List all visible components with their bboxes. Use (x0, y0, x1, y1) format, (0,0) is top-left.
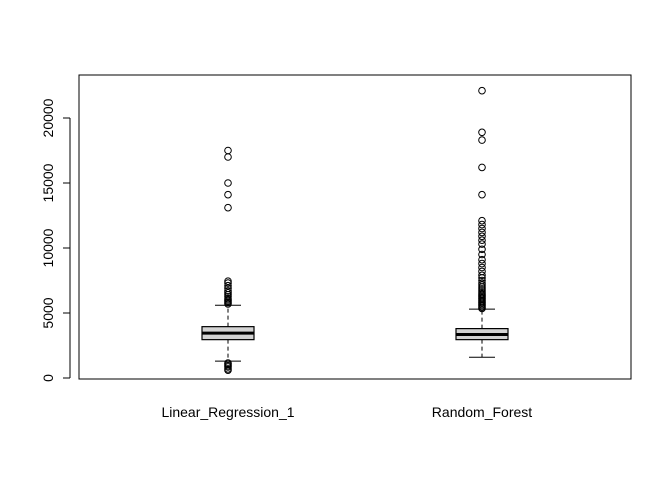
outlier-point (478, 259, 486, 268)
outlier-point (224, 366, 232, 375)
outlier-point (224, 289, 232, 297)
outlier-point (224, 287, 232, 295)
x-tick-label: Linear_Regression_1 (161, 404, 294, 420)
outlier-point (478, 240, 486, 248)
outlier-point (478, 281, 486, 289)
box-linear-regression-1 (201, 146, 255, 375)
y-tick-label: 0 (40, 374, 56, 382)
y-tick-label: 5000 (40, 297, 56, 328)
outlier-point (478, 190, 486, 199)
outlier-point (478, 86, 486, 95)
outlier-point (224, 179, 232, 187)
outlier-point (224, 294, 232, 303)
y-tick-label: 20000 (40, 98, 56, 137)
outlier-point (478, 232, 486, 241)
outlier-point (224, 146, 232, 155)
outlier-point (478, 216, 486, 225)
outlier-point (224, 279, 232, 287)
outlier-point (478, 267, 486, 276)
outlier-point (478, 250, 486, 259)
outlier-point (478, 263, 486, 272)
outlier-point (478, 289, 486, 297)
outlier-point (224, 284, 232, 293)
boxes-group (201, 86, 509, 375)
outlier-point (224, 363, 232, 371)
plot-frame (78, 74, 632, 380)
outlier-point (224, 153, 232, 161)
outlier-point (478, 287, 486, 295)
outlier-point (224, 292, 232, 301)
outlier-point (478, 245, 486, 254)
outlier-point (478, 285, 486, 293)
outlier-point (478, 224, 486, 233)
y-axis: 0 5000 10000 15000 20000 (40, 98, 71, 382)
outlier-point (224, 281, 232, 290)
x-tick-label: Random_Forest (432, 404, 532, 420)
outlier-point (478, 236, 486, 244)
y-tick-label: 15000 (40, 163, 56, 202)
outlier-point (478, 279, 486, 287)
outlier-point (478, 220, 486, 229)
outlier-point (478, 163, 486, 172)
box-random-forest (455, 86, 509, 358)
y-tick-label: 10000 (40, 228, 56, 267)
outlier-point (478, 271, 486, 280)
outlier-point (478, 136, 486, 144)
outlier-point (224, 190, 232, 199)
outlier-point (478, 276, 486, 285)
outlier-point (478, 228, 486, 237)
x-axis-labels: Linear_Regression_1 Random_Forest (161, 404, 532, 420)
outlier-point (224, 203, 232, 212)
outlier-point (224, 277, 232, 285)
outlier-point (478, 255, 486, 264)
outlier-point (478, 128, 486, 137)
